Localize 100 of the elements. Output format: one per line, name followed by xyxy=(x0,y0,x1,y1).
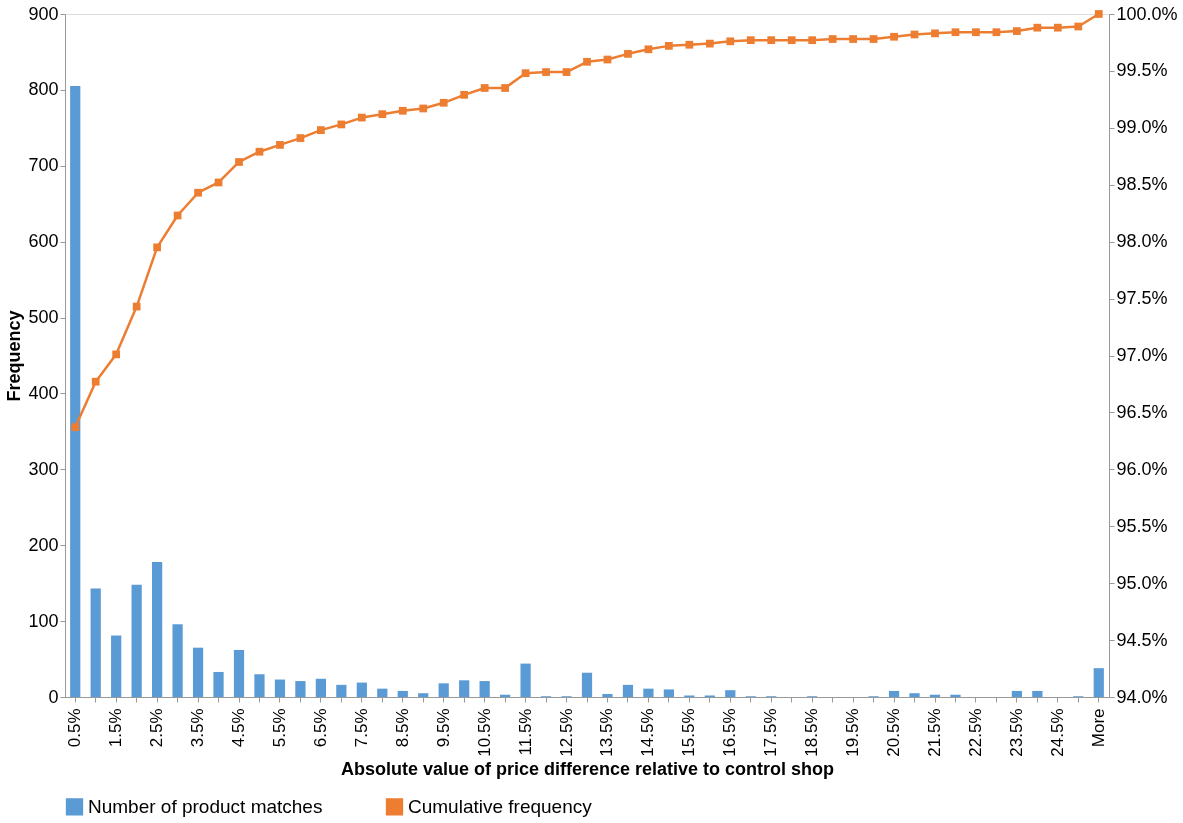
x-tick-label: 19.5% xyxy=(843,708,863,757)
bar xyxy=(111,635,122,697)
y-tick-label: 0 xyxy=(48,686,59,707)
point xyxy=(665,42,673,50)
bar xyxy=(888,690,900,697)
point xyxy=(357,113,366,122)
bar xyxy=(295,681,306,697)
y2-tick-label: 97.0% xyxy=(1116,345,1168,365)
x-tick-label: 0.5% xyxy=(65,708,85,748)
y2-tick-label: 94.0% xyxy=(1116,686,1168,707)
point xyxy=(1074,22,1083,31)
bar xyxy=(90,588,101,697)
x-tick-label: 8.5% xyxy=(392,708,412,748)
x-tick-label: 6.5% xyxy=(310,708,330,748)
bar xyxy=(602,693,613,697)
point xyxy=(931,29,939,38)
bar xyxy=(643,688,654,697)
point xyxy=(1033,23,1042,32)
y-tick-label: 800 xyxy=(28,79,59,100)
bar xyxy=(950,694,961,697)
point xyxy=(501,84,509,92)
y2-tick-label: 95.0% xyxy=(1116,572,1168,593)
bar xyxy=(213,671,224,697)
y-tick-label: 900 xyxy=(28,3,59,24)
x-tick-label: 18.5% xyxy=(802,708,822,757)
y2-tick-label: 94.5% xyxy=(1116,629,1168,650)
point xyxy=(705,39,714,48)
x-tick-label: 12.5% xyxy=(556,708,576,757)
bar xyxy=(1032,690,1043,697)
point xyxy=(419,104,428,113)
point xyxy=(235,158,243,166)
bar xyxy=(459,680,470,697)
x-tick-label: More xyxy=(1088,708,1108,748)
point xyxy=(787,36,796,45)
bar xyxy=(356,682,367,697)
x-tick-label: 21.5% xyxy=(925,708,944,757)
bar xyxy=(725,690,736,697)
y2-tick-label: 96.0% xyxy=(1116,458,1168,479)
bar xyxy=(520,663,531,697)
point xyxy=(746,36,755,45)
point xyxy=(624,49,632,58)
x-tick-label: 10.5% xyxy=(474,708,494,757)
point xyxy=(337,120,346,129)
x-tick-label: 7.5% xyxy=(351,708,371,748)
bar xyxy=(192,647,204,697)
point xyxy=(1013,27,1021,35)
x-tick-label: 14.5% xyxy=(638,708,658,757)
point xyxy=(767,36,776,45)
y-tick-label: 700 xyxy=(28,155,59,176)
bar xyxy=(479,681,490,697)
point xyxy=(296,134,305,142)
y2-tick-label: 98.5% xyxy=(1116,174,1168,195)
x-tick-label: 17.5% xyxy=(761,708,781,757)
point xyxy=(460,90,469,99)
y2-tick-label: 100.0% xyxy=(1116,3,1178,24)
point xyxy=(849,35,857,43)
y-tick-label: 100 xyxy=(28,610,59,631)
point xyxy=(276,141,284,149)
x-tick-label: 22.5% xyxy=(965,708,985,757)
point xyxy=(194,188,202,197)
point xyxy=(480,84,489,92)
x-tick-label: 5.5% xyxy=(269,708,289,748)
point xyxy=(1053,23,1062,32)
point xyxy=(439,98,448,107)
x-tick-label: 13.5% xyxy=(597,708,617,757)
y2-tick-label: 99.5% xyxy=(1116,60,1168,81)
y-tick-label: 400 xyxy=(28,382,59,403)
y2-tick-label: 98.0% xyxy=(1116,231,1168,252)
bar xyxy=(1093,668,1104,697)
bar xyxy=(152,561,163,697)
x-tick-label: 1.5% xyxy=(106,708,126,748)
y2-tick-label: 96.5% xyxy=(1116,401,1168,422)
bar xyxy=(315,678,326,697)
bar xyxy=(254,674,265,697)
bar xyxy=(418,693,429,697)
legend-label: Cumulative frequency xyxy=(408,795,593,817)
x-tick-label: 11.5% xyxy=(515,708,535,756)
x-tick-label: 20.5% xyxy=(884,708,904,757)
point xyxy=(112,350,121,359)
bar xyxy=(581,672,593,697)
bar xyxy=(909,693,920,697)
bar xyxy=(377,688,388,697)
x-axis-title: Absolute value of price difference relative to control shop xyxy=(340,758,835,779)
point xyxy=(132,302,141,311)
point xyxy=(583,57,591,66)
y-tick-label: 200 xyxy=(28,534,59,555)
legend-label: Number of product matches xyxy=(88,795,323,817)
bar xyxy=(1011,690,1022,697)
point xyxy=(542,68,550,76)
x-tick-label: 9.5% xyxy=(433,708,453,748)
point xyxy=(562,68,571,76)
point xyxy=(992,28,1001,37)
bar xyxy=(663,689,674,697)
point xyxy=(890,32,898,41)
point xyxy=(726,37,735,46)
x-tick-label: 16.5% xyxy=(720,708,740,757)
point xyxy=(153,243,161,252)
y2-tick-label: 99.0% xyxy=(1116,117,1168,138)
y2-tick-label: 97.5% xyxy=(1116,288,1168,309)
bar xyxy=(397,690,408,697)
